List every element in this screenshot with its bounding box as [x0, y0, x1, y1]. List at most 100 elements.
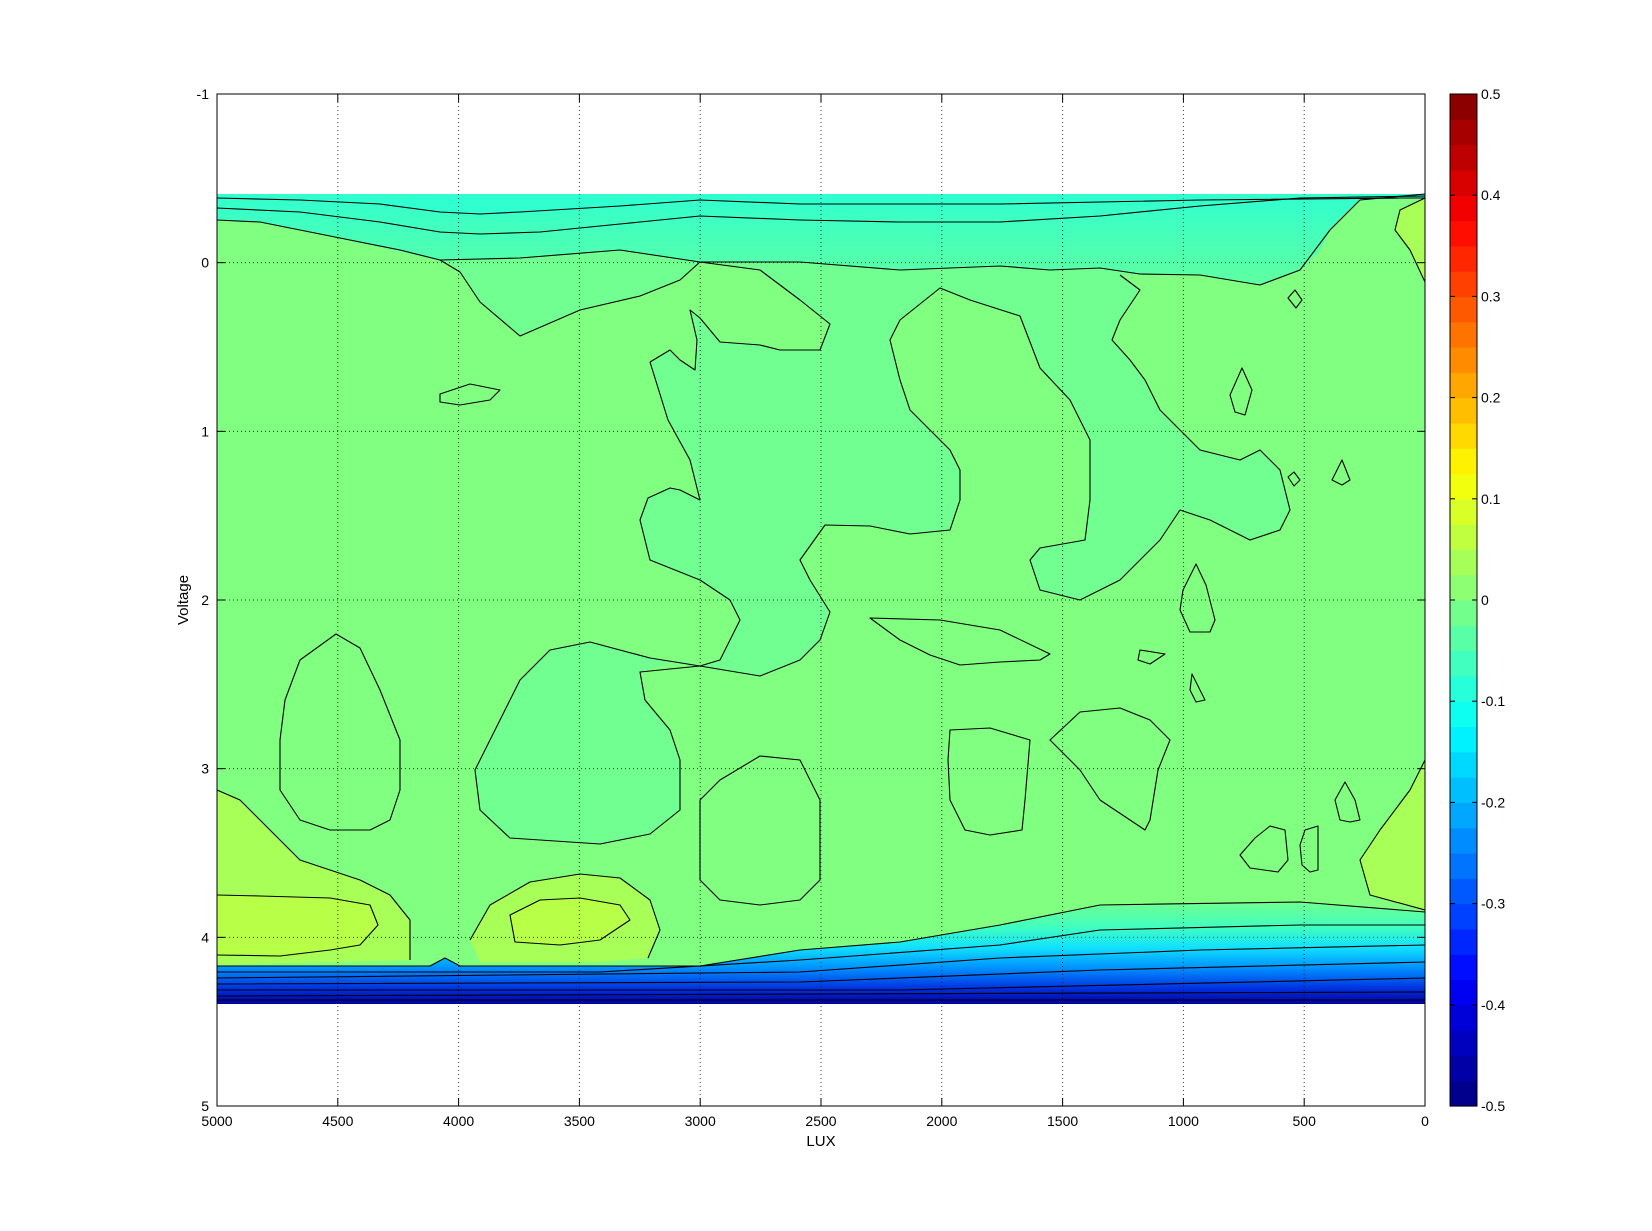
x-tick-label: 1500 — [1047, 1113, 1078, 1129]
contour-line — [217, 894, 379, 957]
colorbar-swatch — [1450, 827, 1477, 854]
x-tick-label: 2500 — [805, 1113, 836, 1129]
y-axis-label: Voltage — [175, 575, 192, 625]
contour-line — [1331, 459, 1351, 486]
colorbar-swatch — [1450, 954, 1477, 981]
x-axis-ticks: 5000 4500 4000 3500 3000 2500 2000 1500 1000 500 0 — [201, 94, 1429, 1129]
colorbar-swatch — [1450, 245, 1477, 272]
x-tick-label: 0 — [1421, 1113, 1429, 1129]
x-tick-label: 3500 — [564, 1113, 595, 1129]
colorbar-swatch — [1450, 397, 1477, 424]
contour-line — [1394, 197, 1425, 283]
colorbar-swatch — [1450, 1055, 1477, 1082]
colorbar-swatch — [1450, 802, 1477, 829]
contour-line — [469, 873, 661, 959]
positive-patches — [217, 198, 1425, 965]
y-tick-label: 5 — [201, 1098, 209, 1114]
positive-patch-center-inner — [510, 898, 630, 945]
colorbar-tick-label: 0.2 — [1481, 390, 1501, 406]
contour-line — [439, 383, 501, 406]
x-tick-label: 3000 — [685, 1113, 716, 1129]
top-negative-band — [217, 194, 1425, 285]
colorbar-swatch — [1450, 220, 1477, 247]
colorbar-tick-label: 0 — [1481, 592, 1489, 608]
colorbar-swatch — [1450, 853, 1477, 879]
colorbar-swatch — [1450, 169, 1477, 196]
colorbar-swatch — [1450, 600, 1477, 626]
colorbar-swatch — [1450, 675, 1477, 702]
contour-line — [1137, 649, 1166, 665]
colorbar-swatch — [1450, 94, 1477, 120]
x-tick-label: 1000 — [1168, 1113, 1199, 1129]
contour-line — [217, 195, 1425, 235]
colorbar-tick-label: -0.5 — [1481, 1098, 1505, 1114]
contour-line — [1287, 471, 1301, 487]
colorbar-swatch — [1450, 701, 1477, 728]
contour-line — [1049, 707, 1171, 831]
colorbar-swatch — [1450, 650, 1477, 677]
contour-line — [279, 633, 401, 831]
colorbar-swatch — [1450, 296, 1477, 323]
colorbar-swatch — [1450, 751, 1477, 778]
contour-lines — [217, 193, 1425, 1001]
contour-line — [1239, 825, 1289, 873]
contour-line — [217, 944, 1425, 979]
contour-line — [869, 617, 1051, 666]
colorbar-swatch — [1450, 448, 1477, 475]
contour-line — [217, 961, 1425, 985]
y-tick-label: 3 — [201, 761, 209, 777]
x-axis-label: LUX — [806, 1133, 835, 1150]
grid-lines — [217, 94, 1425, 1106]
y-tick-label: -1 — [197, 86, 210, 102]
colorbar-swatch — [1450, 347, 1477, 373]
contour-line — [1299, 825, 1319, 873]
colorbar-swatch — [1450, 144, 1477, 171]
contour-line — [649, 261, 831, 371]
colorbar-swatch — [1450, 498, 1477, 525]
contour-line — [217, 977, 1425, 991]
positive-patch-top-right — [1395, 198, 1425, 282]
colorbar-swatch — [1450, 422, 1477, 449]
contour-line — [1189, 673, 1206, 703]
contour-line — [1334, 781, 1361, 823]
contour-line — [947, 727, 1031, 836]
colorbar-swatch — [1450, 777, 1477, 803]
contour-line — [1019, 274, 1291, 601]
contour-line — [699, 755, 821, 906]
contour-line — [509, 897, 631, 946]
colorbar-swatch — [1450, 195, 1477, 222]
y-axis-ticks: -1 0 1 2 3 4 5 — [197, 86, 1425, 1114]
x-tick-label: 500 — [1293, 1113, 1317, 1129]
positive-patch-right — [1360, 760, 1425, 910]
colorbar-tick-label: 0.1 — [1481, 491, 1501, 507]
colorbar-swatch — [1450, 979, 1477, 1006]
y-tick-label: 0 — [201, 255, 209, 271]
colorbar-swatch — [1450, 726, 1477, 753]
contour-line — [639, 361, 741, 667]
contour-line — [1179, 563, 1216, 633]
colorbar-swatch — [1450, 549, 1477, 576]
colorbar-swatch — [1450, 878, 1477, 905]
colorbar-swatch — [1450, 473, 1477, 500]
colorbar-tick-label: 0.3 — [1481, 288, 1501, 304]
contour-line — [217, 924, 1425, 973]
y-tick-label: 4 — [201, 929, 209, 945]
colorbar-tick-label: -0.4 — [1481, 997, 1505, 1013]
y-tick-label: 1 — [201, 423, 209, 439]
contour-line — [699, 287, 1021, 677]
x-tick-label: 4500 — [322, 1113, 353, 1129]
x-tick-label: 2000 — [926, 1113, 957, 1129]
contour-line — [474, 641, 701, 845]
colorbar-swatch — [1450, 574, 1477, 601]
colorbar-tick-label: -0.2 — [1481, 794, 1505, 810]
colorbar-swatch — [1450, 372, 1477, 399]
colorbar-tick-label: -0.3 — [1481, 896, 1505, 912]
contour-line — [1287, 289, 1303, 309]
colorbar-swatch — [1450, 1080, 1477, 1107]
colorbar-swatch — [1450, 928, 1477, 955]
colorbar-swatch — [1450, 1030, 1477, 1056]
contour-line — [217, 901, 1425, 967]
x-tick-label: 5000 — [201, 1113, 232, 1129]
colorbar-swatch — [1450, 625, 1477, 652]
